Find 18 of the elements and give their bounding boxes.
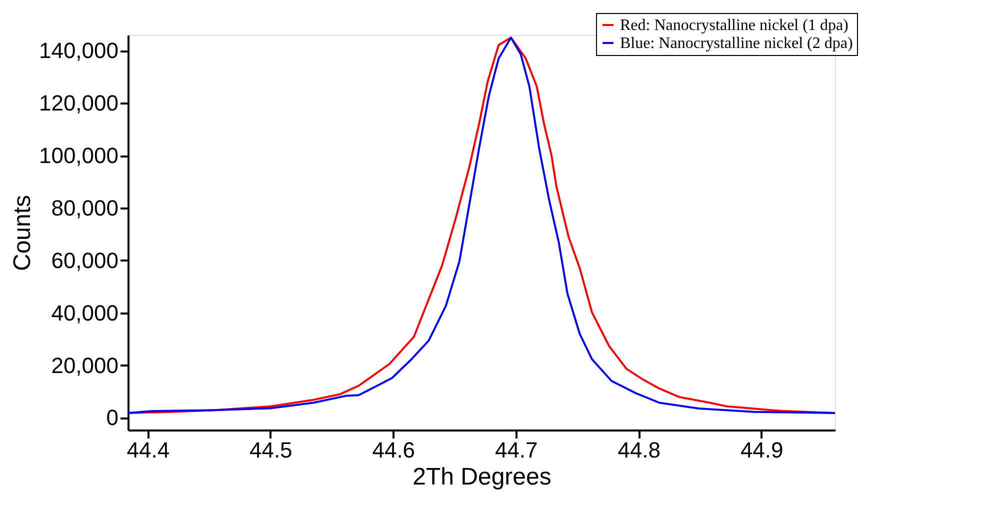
y-axis-title: Counts bbox=[8, 194, 36, 272]
x-axis-title: 2Th Degrees bbox=[412, 464, 552, 490]
legend-label: Blue: Nanocrystalline nickel (2 dpa) bbox=[620, 35, 853, 52]
legend-label: Red: Nanocrystalline nickel (1 dpa) bbox=[620, 17, 848, 34]
y-tick-label: 140,000 bbox=[38, 38, 118, 64]
x-tick-label: 44.9 bbox=[740, 438, 784, 462]
y-tick-label: 20,000 bbox=[51, 352, 118, 378]
x-tick-label: 44.7 bbox=[494, 438, 538, 462]
y-tick-label: 80,000 bbox=[51, 195, 118, 220]
y-tick-label: 60,000 bbox=[51, 248, 118, 273]
y-tick-label: 120,000 bbox=[38, 90, 118, 116]
x-tick-label: 44.8 bbox=[618, 438, 661, 462]
y-tick-label: 100,000 bbox=[38, 143, 118, 168]
x-tick-label: 44.4 bbox=[126, 438, 170, 462]
x-tick-label: 44.6 bbox=[372, 438, 416, 462]
x-tick-label: 44.5 bbox=[249, 438, 292, 462]
y-tick-label: 40,000 bbox=[51, 300, 118, 326]
y-tick-label: 0 bbox=[106, 405, 118, 430]
